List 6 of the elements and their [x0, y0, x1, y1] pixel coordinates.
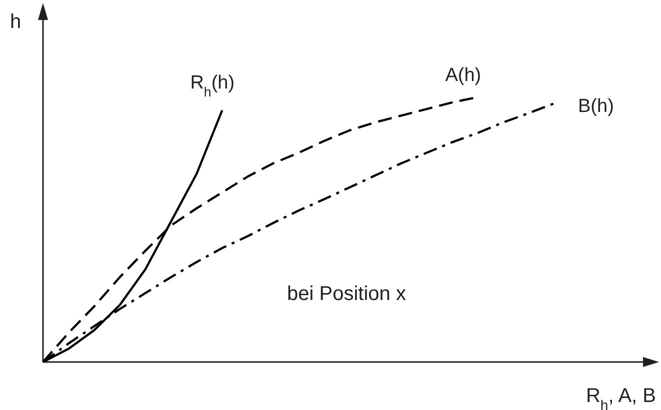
y-axis-title: h: [10, 11, 22, 33]
series-label: R$_{h}$(h): [190, 72, 235, 99]
series-label: A(h): [445, 65, 482, 86]
series-label: B(h): [578, 96, 614, 118]
x-axis-title: R$_{h}$, A, B: [586, 385, 656, 410]
annotation: bei Position x: [287, 283, 406, 305]
